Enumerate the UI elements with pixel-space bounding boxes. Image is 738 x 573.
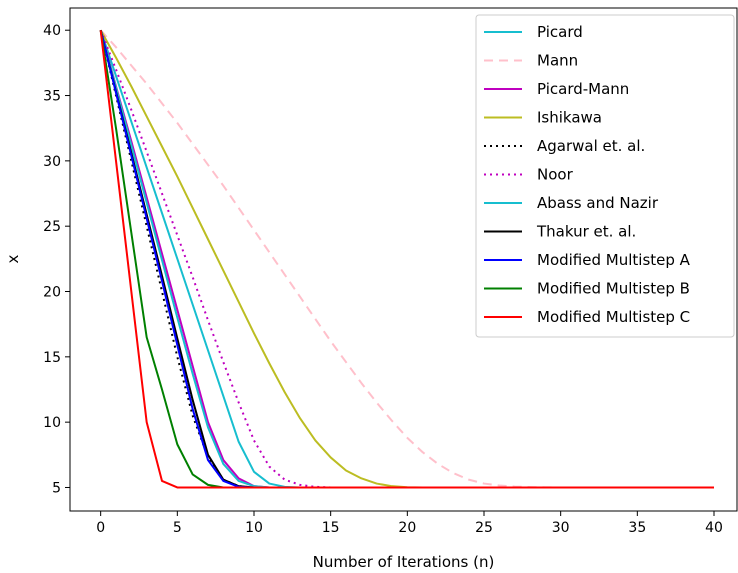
series-line-mann (99, 29, 714, 489)
axis-ticks: 0 5 10 15 20 25 30 35 40 5 10 15 20 25 30 35 40 (43, 23, 723, 536)
legend-label: Mann (537, 52, 578, 70)
x-tick-label: 35 (628, 520, 646, 536)
y-tick-label: 15 (43, 350, 61, 366)
y-tick-label: 25 (43, 219, 61, 235)
x-tick-label: 10 (245, 520, 263, 536)
x-tick-label: 25 (475, 520, 493, 536)
legend: Picard Mann Picard-Mann Ishikawa Agarwal et.… (475, 14, 735, 338)
legend-label: Noor (537, 166, 574, 184)
legend-label: Thakur et. al. (536, 223, 636, 241)
legend-label: Ishikawa (537, 109, 602, 127)
x-tick-label: 15 (322, 520, 340, 536)
y-tick-label: 20 (43, 285, 61, 301)
legend-frame (475, 14, 735, 338)
legend-label: Modified Multistep A (537, 251, 691, 269)
y-tick-label: 35 (43, 89, 61, 105)
y-tick-label: 5 (52, 480, 61, 496)
legend-label: Modified Multistep C (537, 308, 690, 326)
series-lines (99, 29, 714, 489)
legend-label: Abass and Nazir (537, 194, 659, 212)
series-line-modified-multistep-c (99, 30, 714, 489)
y-axis-label: x (4, 254, 22, 263)
x-tick-label: 40 (705, 520, 723, 536)
legend-label: Picard (537, 23, 583, 41)
plot-frame (69, 7, 738, 512)
legend-label: Modified Multistep B (537, 280, 690, 298)
x-tick-label: 30 (552, 520, 570, 536)
y-tick-label: 10 (43, 415, 61, 431)
x-tick-label: 5 (173, 520, 182, 536)
x-tick-label: 20 (398, 520, 416, 536)
legend-label: Agarwal et. al. (537, 137, 645, 155)
x-tick-label: 0 (96, 520, 105, 536)
y-tick-label: 30 (43, 154, 61, 170)
y-tick-label: 40 (43, 23, 61, 39)
x-axis-label: Number of Iterations (n) (313, 553, 495, 571)
legend-label: Picard-Mann (537, 80, 629, 98)
